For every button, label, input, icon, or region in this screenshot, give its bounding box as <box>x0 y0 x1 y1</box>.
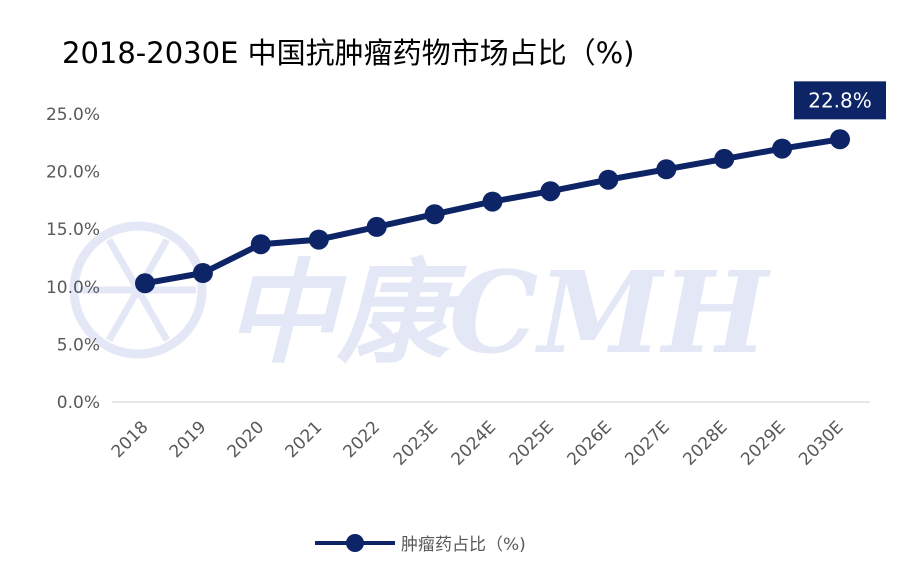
x-tick-label: 2029E <box>737 417 789 469</box>
data-point <box>656 159 677 180</box>
watermark-spoke <box>105 238 142 292</box>
data-point <box>482 191 503 212</box>
x-tick-label: 2021 <box>282 417 327 462</box>
x-tick-label: 2018 <box>108 417 153 462</box>
x-tick-label: 2027E <box>621 417 673 469</box>
watermark-text: 中康CMH <box>225 248 771 379</box>
y-tick-label: 10.0% <box>46 278 100 298</box>
data-point <box>192 263 213 283</box>
data-label-callout: 22.8% <box>794 81 886 120</box>
x-tick-label: 2024E <box>448 417 500 469</box>
watermark-spoke <box>105 288 142 342</box>
data-point <box>366 216 387 237</box>
watermark-spoke <box>134 288 171 342</box>
x-tick-label: 2025E <box>506 417 558 469</box>
y-tick-label: 0.0% <box>57 393 100 413</box>
x-axis-ticks: 2018 2019 2020 2021 2022 2023E 2024E 2025E 2026E… <box>108 417 848 469</box>
x-tick-label: 2026E <box>564 417 616 469</box>
x-tick-label: 2028E <box>679 417 731 469</box>
data-point <box>424 204 445 225</box>
legend: 肿瘤药占比（%) <box>315 530 526 555</box>
legend-marker-icon <box>315 533 395 552</box>
x-tick-label: 2023E <box>390 417 442 469</box>
x-tick-label: 2030E <box>795 417 847 469</box>
y-tick-label: 15.0% <box>46 220 100 240</box>
data-point <box>714 148 735 169</box>
callout-background <box>794 81 886 120</box>
x-tick-label: 2019 <box>166 417 211 462</box>
y-tick-label: 20.0% <box>46 163 100 183</box>
x-tick-label: 2022 <box>339 417 384 462</box>
data-point <box>135 273 155 294</box>
data-point <box>250 234 271 255</box>
watermark: 中康CMH <box>69 221 771 379</box>
data-point <box>772 138 793 159</box>
x-tick-label: 2020 <box>224 417 269 462</box>
y-tick-label: 5.0% <box>57 335 100 355</box>
legend-label: 肿瘤药占比（%) <box>401 535 526 555</box>
data-point <box>540 181 561 202</box>
data-point <box>830 129 850 150</box>
callout-label: 22.8% <box>808 88 872 112</box>
data-point <box>598 169 619 190</box>
chart-title: 2018-2030E 中国抗肿瘤药物市场占比（%) <box>62 36 635 70</box>
series-points <box>135 129 850 294</box>
data-point <box>308 229 329 250</box>
y-axis-ticks: 0.0% 5.0% 10.0% 15.0% 20.0% 25.0% <box>46 105 100 413</box>
y-tick-label: 25.0% <box>46 105 100 125</box>
